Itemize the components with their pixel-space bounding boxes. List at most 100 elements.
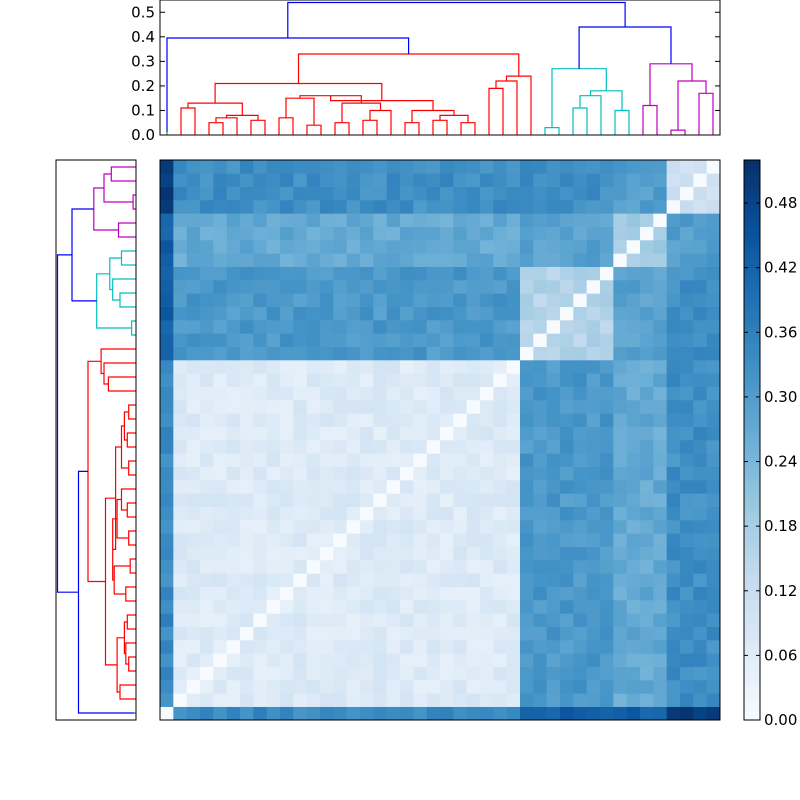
heatmap-cell (520, 706, 534, 721)
heatmap-cell (693, 573, 707, 587)
heatmap-cell (533, 706, 547, 721)
heatmap-cell (386, 480, 401, 494)
heatmap-cell (280, 653, 294, 667)
heatmap-cell (626, 680, 641, 694)
heatmap-cell (173, 493, 187, 507)
heatmap-cell (306, 546, 321, 561)
heatmap-cell (266, 173, 281, 187)
heatmap-cell (453, 333, 467, 347)
heatmap-cell (320, 360, 334, 374)
heatmap-cell (226, 400, 241, 414)
colorbar-swatch (744, 600, 760, 605)
heatmap-cell (520, 346, 534, 361)
heatmap-cell (413, 586, 427, 601)
heatmap-cell (320, 466, 334, 481)
heatmap-cell (533, 506, 547, 521)
colorbar-tick-label: 0.00 (764, 711, 797, 729)
heatmap-cell (640, 160, 654, 174)
heatmap-cell (560, 400, 574, 414)
heatmap-cell (173, 400, 187, 414)
heatmap-cell (200, 666, 214, 681)
heatmap-cell (306, 213, 321, 227)
heatmap-cell (600, 666, 614, 681)
heatmap-cell (573, 266, 587, 281)
heatmap-cell (520, 413, 534, 427)
heatmap-cell (413, 400, 427, 414)
heatmap-cell (573, 413, 587, 427)
heatmap-cell (693, 586, 707, 601)
heatmap-cell (413, 386, 427, 401)
heatmap-cell (706, 266, 721, 281)
heatmap-cell (333, 493, 347, 507)
heatmap-cell (520, 520, 534, 534)
heatmap-cell (706, 600, 721, 614)
heatmap-cell (560, 253, 574, 267)
heatmap-cell (320, 293, 334, 307)
heatmap-cell (613, 653, 627, 667)
heatmap-cell (693, 280, 707, 294)
heatmap-cell (600, 320, 614, 334)
heatmap-cell (493, 360, 507, 374)
heatmap-cell (320, 413, 334, 427)
heatmap-cell (293, 666, 307, 681)
heatmap-cell (546, 626, 561, 641)
heatmap-cell (360, 653, 374, 667)
heatmap-cell (160, 400, 174, 414)
heatmap-cell (320, 613, 334, 627)
heatmap-cell (600, 266, 614, 281)
heatmap-cell (213, 640, 227, 654)
heatmap-cell (493, 626, 507, 641)
heatmap-cell (226, 360, 241, 374)
heatmap-cell (693, 373, 707, 387)
heatmap-cell (480, 280, 494, 294)
heatmap-cell (613, 453, 627, 467)
colorbar-swatch (744, 596, 760, 601)
heatmap-cell (426, 680, 441, 694)
heatmap-cell (586, 160, 601, 174)
heatmap-cell (453, 373, 467, 387)
heatmap-cell (573, 240, 587, 254)
heatmap-cell (306, 573, 321, 587)
heatmap-cell (653, 373, 667, 387)
heatmap-cell (360, 226, 374, 241)
heatmap-cell (266, 573, 281, 587)
heatmap-cell (226, 706, 241, 721)
heatmap-cell (613, 320, 627, 334)
heatmap-cell (546, 586, 561, 601)
heatmap-cell (360, 586, 374, 601)
heatmap-cell (293, 626, 307, 641)
colorbar-swatch (744, 200, 760, 205)
heatmap-cell (466, 600, 481, 614)
heatmap-cell (346, 386, 361, 401)
heatmap-cell (173, 293, 187, 307)
heatmap-cell (626, 413, 641, 427)
heatmap-cell (160, 706, 174, 721)
heatmap-cell (680, 573, 694, 587)
heatmap-cell (480, 680, 494, 694)
colorbar-swatch (744, 640, 760, 645)
heatmap-cell (173, 360, 187, 374)
heatmap-cell (400, 506, 414, 521)
heatmap-cell (680, 493, 694, 507)
heatmap-cell (320, 453, 334, 467)
heatmap-cell (480, 320, 494, 334)
heatmap-cell (666, 346, 681, 361)
heatmap-cell (546, 520, 561, 534)
heatmap-cell (333, 693, 347, 707)
colorbar-swatch (744, 328, 760, 333)
top-dendrogram-tick-label: 0.3 (131, 52, 155, 70)
heatmap-cell (440, 600, 454, 614)
heatmap-cell (426, 453, 441, 467)
heatmap-cell (293, 293, 307, 307)
heatmap-cell (440, 560, 454, 574)
heatmap-cell (320, 600, 334, 614)
heatmap-cell (173, 333, 187, 347)
heatmap-cell (386, 413, 401, 427)
heatmap-cell (520, 400, 534, 414)
heatmap-cell (253, 613, 267, 627)
heatmap-cell (466, 466, 481, 481)
heatmap-cell (253, 386, 267, 401)
heatmap-cell (173, 626, 187, 641)
colorbar-swatch (744, 276, 760, 281)
colorbar-swatch (744, 464, 760, 469)
